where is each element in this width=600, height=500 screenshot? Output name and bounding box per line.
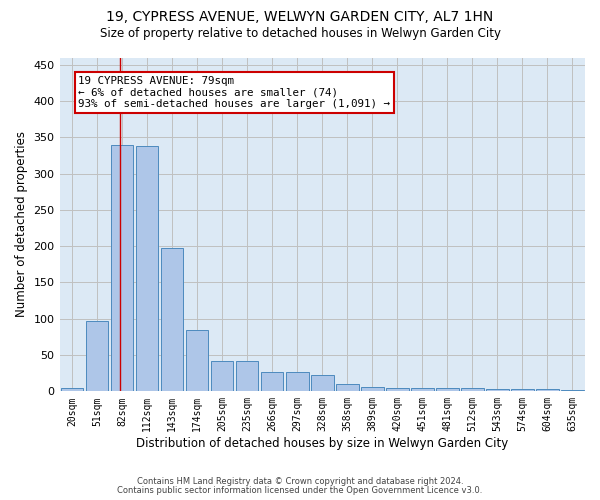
Text: Contains public sector information licensed under the Open Government Licence v3: Contains public sector information licen… xyxy=(118,486,482,495)
Text: Size of property relative to detached houses in Welwyn Garden City: Size of property relative to detached ho… xyxy=(100,28,500,40)
Y-axis label: Number of detached properties: Number of detached properties xyxy=(15,132,28,318)
Bar xyxy=(511,389,534,392)
Text: 19 CYPRESS AVENUE: 79sqm
← 6% of detached houses are smaller (74)
93% of semi-de: 19 CYPRESS AVENUE: 79sqm ← 6% of detache… xyxy=(79,76,391,109)
Bar xyxy=(86,321,109,392)
Bar xyxy=(261,372,283,392)
Text: 19, CYPRESS AVENUE, WELWYN GARDEN CITY, AL7 1HN: 19, CYPRESS AVENUE, WELWYN GARDEN CITY, … xyxy=(106,10,494,24)
Bar xyxy=(486,389,509,392)
Bar xyxy=(186,330,208,392)
Bar xyxy=(386,388,409,392)
Bar xyxy=(336,384,359,392)
Bar xyxy=(461,388,484,392)
Bar xyxy=(161,248,184,392)
Bar xyxy=(211,361,233,392)
Bar xyxy=(236,361,259,392)
Bar xyxy=(536,389,559,392)
Bar xyxy=(136,146,158,392)
Bar xyxy=(436,388,458,392)
Bar xyxy=(361,387,383,392)
Bar xyxy=(61,388,83,392)
Text: Contains HM Land Registry data © Crown copyright and database right 2024.: Contains HM Land Registry data © Crown c… xyxy=(137,477,463,486)
Bar xyxy=(286,372,308,392)
Bar xyxy=(311,374,334,392)
Bar xyxy=(411,388,434,392)
Bar xyxy=(561,390,584,392)
X-axis label: Distribution of detached houses by size in Welwyn Garden City: Distribution of detached houses by size … xyxy=(136,437,508,450)
Bar xyxy=(111,144,133,392)
